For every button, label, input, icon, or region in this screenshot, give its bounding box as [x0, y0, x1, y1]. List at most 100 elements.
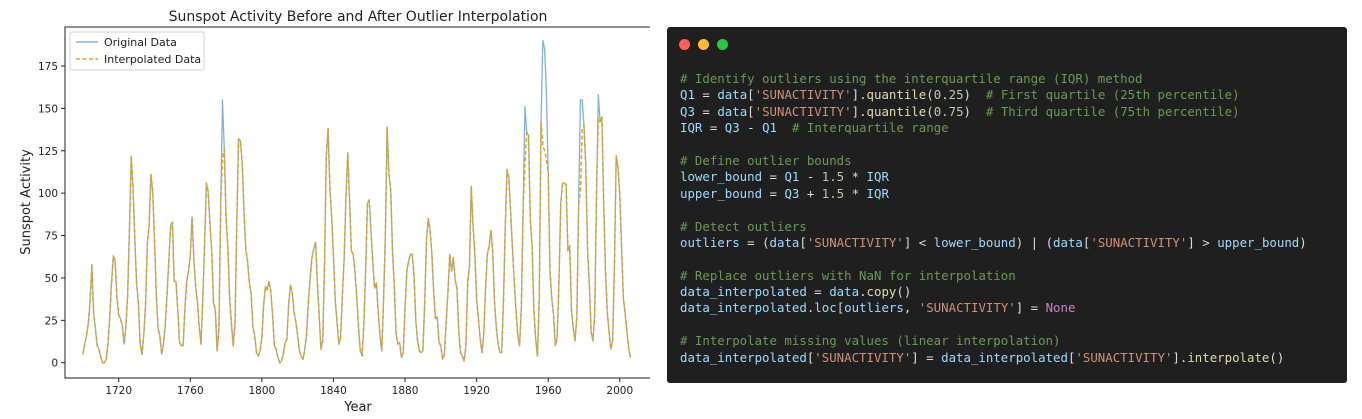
code-line: data_interpolated.loc[outliers, 'SUNACTI…	[680, 300, 1307, 316]
y-tick-label: 25	[45, 315, 58, 327]
y-tick-label: 50	[45, 273, 58, 285]
y-tick-label: 125	[38, 146, 58, 158]
code-token: 'SUNACTIVITY'	[814, 349, 912, 365]
code-token: )	[1299, 234, 1307, 250]
code-token: data	[717, 103, 748, 119]
code-token: (	[926, 87, 934, 103]
code-token: .	[859, 284, 867, 300]
code-token: upper_bound	[1217, 234, 1300, 250]
code-token: # Replace outliers with NaN for interpol…	[680, 267, 1016, 283]
code-line: IQR = Q3 - Q1 # Interquartile range	[680, 120, 1307, 136]
legend-box	[69, 31, 205, 71]
minimize-dot-icon	[698, 39, 709, 50]
code-token: [	[747, 103, 755, 119]
x-tick-label: 1960	[535, 385, 562, 397]
code-line: outliers = (data['SUNACTIVITY'] < lower_…	[680, 235, 1307, 251]
code-token: data	[829, 284, 860, 300]
y-tick-label: 175	[38, 61, 58, 73]
legend-label-interpolated: Interpolated Data	[104, 53, 201, 66]
code-token: data_interpolated	[941, 349, 1068, 365]
code-token: Q1	[680, 87, 695, 103]
code-token: [	[799, 234, 807, 250]
y-axis-label: Sunspot Activity	[19, 149, 34, 255]
code-token: lower_bound	[680, 169, 763, 185]
y-tick-label: 75	[45, 231, 58, 243]
code-line: # Define outlier bounds	[680, 153, 1307, 169]
code-token: [	[747, 87, 755, 103]
code-token: -	[799, 169, 822, 185]
code-token: )	[963, 87, 986, 103]
code-token: Q3	[784, 185, 800, 201]
window-controls	[679, 39, 728, 50]
code-token: 'SUNACTIVITY'	[754, 103, 852, 119]
code-line: # Identify outliers using the interquart…	[680, 71, 1307, 87]
code-token: [	[1082, 234, 1091, 250]
code-token: +	[799, 185, 822, 201]
code-token: 0.25	[933, 87, 964, 103]
code-token: [	[1067, 349, 1076, 365]
code-line: Q1 = data['SUNACTIVITY'].quantile(0.25) …	[680, 87, 1307, 103]
code-token: quantile	[866, 103, 927, 119]
code-token: data_interpolated	[680, 300, 807, 316]
code-token: data	[1053, 234, 1083, 250]
code-token: None	[1045, 300, 1076, 316]
code-token: ].	[851, 87, 867, 103]
code-token: quantile	[866, 87, 927, 103]
code-token: interpolate	[1187, 349, 1270, 365]
code-block: # Identify outliers using the interquart…	[680, 71, 1307, 366]
y-tick-label: 150	[38, 103, 58, 115]
code-token: =	[762, 185, 785, 201]
code-token: lower_bound	[933, 234, 1016, 250]
code-panel: # Identify outliers using the interquart…	[667, 27, 1347, 383]
code-token: ()	[1269, 349, 1285, 365]
code-token: Q3	[724, 120, 740, 136]
code-token: # Interpolate missing values (linear int…	[680, 333, 1061, 349]
code-token: )	[963, 103, 986, 119]
code-token: = (	[739, 234, 770, 250]
code-line	[680, 137, 1307, 153]
code-token: IQR	[680, 120, 703, 136]
code-token: IQR	[866, 169, 889, 185]
code-token: (	[926, 103, 934, 119]
code-line: # Replace outliers with NaN for interpol…	[680, 268, 1307, 284]
code-token: # Identify outliers using the interquart…	[680, 71, 1143, 86]
code-token: ].	[1172, 349, 1188, 365]
x-tick-label: 2000	[606, 385, 633, 397]
code-line: upper_bound = Q3 + 1.5 * IQR	[680, 186, 1307, 202]
code-token: Q1	[762, 120, 778, 136]
code-token: outliers	[844, 300, 904, 316]
code-token: -	[739, 120, 763, 136]
y-tick-label: 100	[38, 188, 58, 200]
code-token: 0.75	[933, 103, 964, 119]
code-line: Q3 = data['SUNACTIVITY'].quantile(0.75) …	[680, 104, 1307, 120]
code-token: *	[844, 169, 867, 185]
code-line	[680, 251, 1307, 267]
code-line: # Detect outliers	[680, 219, 1307, 235]
x-tick-label: 1800	[248, 385, 275, 397]
code-token: =	[694, 87, 718, 103]
code-token: =	[762, 169, 785, 185]
code-token: # First quartile (25th percentile)	[985, 87, 1240, 103]
code-token: ] <	[903, 234, 934, 250]
code-token: # Detect outliers	[680, 218, 807, 234]
code-line: data_interpolated['SUNACTIVITY'] = data_…	[680, 350, 1307, 366]
code-token: 'SUNACTIVITY'	[1090, 234, 1188, 250]
code-token: 1.5	[821, 169, 845, 185]
code-token: outliers	[680, 234, 740, 250]
code-token: 'SUNACTIVITY'	[806, 234, 904, 250]
chart-title: Sunspot Activity Before and After Outlie…	[169, 9, 548, 25]
code-line	[680, 202, 1307, 218]
code-token: data_interpolated	[680, 349, 807, 365]
legend: Original Data Interpolated Data	[69, 31, 205, 71]
code-token: =	[702, 120, 725, 136]
code-token: ()	[896, 284, 912, 300]
code-token: # Define outlier bounds	[680, 152, 852, 168]
code-token: =	[806, 284, 830, 300]
code-token: *	[844, 185, 867, 201]
x-axis-label: Year	[343, 400, 372, 415]
code-token: loc	[814, 300, 837, 316]
code-token: [	[836, 300, 845, 316]
plot-frame	[64, 26, 650, 379]
code-token: Q1	[784, 169, 800, 185]
series-line-interpolated	[82, 116, 632, 364]
